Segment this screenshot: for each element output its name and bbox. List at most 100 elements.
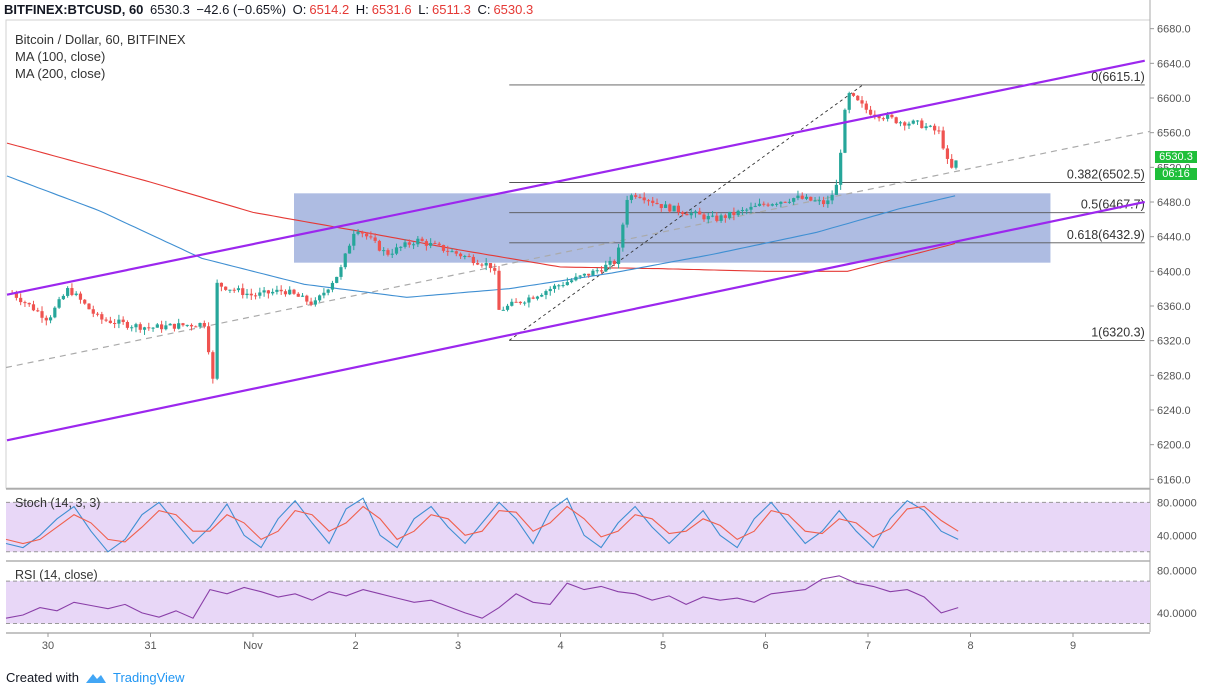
candle	[309, 301, 313, 305]
candle	[241, 288, 245, 296]
candle	[335, 276, 339, 283]
candle	[202, 322, 206, 327]
candle	[868, 109, 873, 115]
candle	[373, 237, 377, 241]
candle	[476, 263, 480, 265]
candle	[505, 305, 510, 310]
candle	[185, 324, 189, 326]
candle	[779, 201, 783, 204]
candle	[616, 247, 621, 265]
candle	[950, 158, 954, 168]
candle	[14, 293, 18, 298]
stoch-series-line	[5, 497, 959, 553]
candle	[471, 256, 475, 264]
candle	[514, 301, 518, 303]
candle	[450, 251, 454, 253]
candle	[928, 125, 932, 127]
resistance-zone	[294, 193, 1051, 263]
candle	[552, 285, 557, 289]
candle	[578, 275, 582, 277]
candle	[890, 114, 894, 118]
candle	[834, 184, 838, 195]
candle	[424, 241, 428, 246]
candle	[78, 293, 83, 300]
candle	[168, 323, 172, 326]
candle	[177, 323, 181, 329]
candle	[634, 195, 638, 197]
candle	[757, 203, 762, 206]
high-value: 6531.6	[371, 2, 412, 17]
candle	[745, 209, 749, 211]
candle	[941, 130, 945, 149]
candle	[151, 327, 155, 329]
candle	[732, 211, 736, 216]
candle	[839, 152, 843, 185]
x-tick-label: 4	[557, 640, 563, 652]
candle	[826, 200, 830, 205]
candle	[651, 200, 655, 203]
candle	[108, 320, 112, 324]
fibonacci-label: 0.5(6467.7)	[1081, 198, 1145, 212]
candle	[117, 319, 121, 324]
high-label: H:	[355, 2, 369, 17]
candle	[736, 210, 740, 216]
candle	[642, 197, 646, 201]
rsi-tick-label: 80.0000	[1157, 565, 1197, 577]
candle	[53, 307, 57, 318]
candle	[377, 240, 382, 251]
candle	[61, 295, 65, 300]
symbol: BITFINEX:BTCUSD, 60	[4, 2, 144, 17]
candle	[706, 216, 710, 220]
rsi-title: RSI (14, close)	[15, 568, 98, 582]
y-tick-label: 6480.0	[1157, 197, 1191, 209]
candle	[134, 324, 138, 328]
candle	[945, 148, 950, 159]
candle	[100, 314, 104, 320]
candle	[420, 238, 424, 242]
candle	[347, 245, 352, 254]
y-tick-label: 6640.0	[1157, 58, 1191, 70]
x-tick-label: Nov	[243, 640, 263, 652]
candle	[125, 322, 130, 328]
candle	[407, 242, 411, 245]
candle	[783, 201, 787, 203]
candle	[429, 242, 433, 246]
created-with-text: Created with	[6, 670, 79, 685]
candle	[856, 95, 860, 101]
candle	[454, 251, 458, 254]
candle	[531, 297, 535, 299]
candle	[582, 273, 587, 276]
footer: Created with TradingView	[6, 670, 185, 685]
candle	[591, 270, 595, 276]
candle	[258, 292, 262, 296]
candle	[719, 215, 723, 221]
stoch-tick-label: 40.0000	[1157, 530, 1197, 542]
candle	[484, 263, 488, 266]
candle	[155, 324, 159, 328]
x-tick-label: 8	[967, 640, 973, 652]
candle	[723, 215, 727, 218]
candle	[164, 325, 168, 330]
candle	[920, 120, 924, 129]
candle	[215, 282, 219, 379]
open-value: 6514.2	[309, 2, 350, 17]
candle	[399, 246, 403, 248]
candle	[621, 224, 625, 248]
rsi-band	[6, 581, 1150, 624]
candle	[864, 103, 868, 110]
tradingview-brand[interactable]: TradingView	[112, 670, 185, 685]
candle	[595, 270, 599, 272]
bar-countdown-tag: 06:16	[1155, 168, 1197, 180]
ma200-legend: MA (200, close)	[15, 66, 106, 81]
x-tick-label: 31	[144, 640, 156, 652]
candle	[933, 125, 937, 131]
candle	[497, 270, 501, 310]
rsi-tick-label: 40.0000	[1157, 608, 1197, 620]
candle	[224, 286, 228, 290]
candle	[894, 117, 898, 124]
candle	[87, 303, 91, 310]
candle	[480, 264, 484, 266]
candle	[70, 288, 74, 295]
candle	[463, 255, 467, 257]
